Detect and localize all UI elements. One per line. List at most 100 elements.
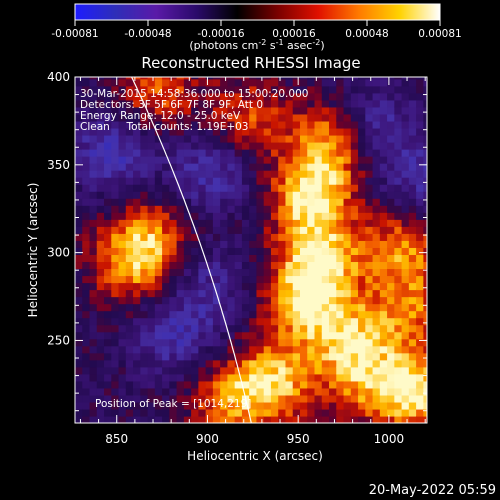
heatmap-cell [241,310,250,319]
heatmap-cell [358,141,366,150]
heatmap-cell [350,205,359,213]
heatmap-cell [401,191,410,199]
heatmap-cell [387,331,395,340]
heatmap-cell [176,184,185,192]
heatmap-cell [387,247,395,255]
heatmap-cell [343,394,352,403]
heatmap-cell [423,331,427,340]
heatmap-cell [314,149,323,157]
heatmap-cell [82,415,91,423]
heatmap-cell [89,120,98,129]
heatmap-cell [104,324,112,333]
heatmap-cell [241,85,250,94]
heatmap-cell [329,141,337,150]
heatmap-cell [343,77,352,80]
heatmap-cell [379,149,388,157]
heatmap-cell [234,106,243,115]
heatmap-cell [176,408,185,417]
heatmap-cell [154,387,163,396]
heatmap-cell [321,85,330,94]
heatmap-cell [133,415,141,423]
heatmap-cell [75,310,83,319]
heatmap-cell [358,394,366,403]
heatmap-cell [336,127,345,136]
heatmap-cell [292,226,301,234]
heatmap-cell [285,310,294,319]
heatmap-cell [329,170,337,178]
heatmap-cell [89,92,98,101]
heatmap-cell [263,366,272,375]
heatmap-cell [198,275,207,284]
heatmap-cell [256,177,265,185]
heatmap-cell [307,163,316,171]
heatmap-cell [162,240,170,248]
heatmap-cell [379,254,388,263]
heatmap-cell [227,134,236,143]
heatmap-cell [343,380,352,389]
heatmap-cell [96,380,105,389]
heatmap-cell [191,163,199,171]
heatmap-cell [387,77,395,80]
heatmap-cell [220,373,229,382]
heatmap-cell [89,127,98,136]
heatmap-cell [104,387,112,396]
heatmap-cell [336,380,345,389]
heatmap-cell [307,127,316,136]
heatmap-cell [162,338,170,347]
heatmap-cell [270,184,279,192]
heatmap-cell [336,78,345,87]
heatmap-cell [147,261,156,270]
heatmap-cell [234,233,243,241]
heatmap-cell [162,198,170,206]
heatmap-cell [220,141,229,150]
heatmap-cell [176,127,185,136]
heatmap-cell [82,99,91,108]
heatmap-cell [401,113,410,122]
heatmap-cell [241,99,250,108]
heatmap-cell [329,106,337,115]
heatmap-cell [278,113,287,122]
heatmap-cell [350,141,359,150]
heatmap-cell [227,303,236,312]
heatmap-cell [89,268,98,277]
heatmap-cell [212,373,221,382]
heatmap-cell [104,394,112,403]
heatmap-cell [125,289,134,298]
heatmap-cell [82,156,91,164]
heatmap-cell [387,303,395,312]
heatmap-cell [212,198,221,206]
heatmap-cell [162,289,170,298]
heatmap-cell [249,380,258,389]
heatmap-cell [416,296,424,305]
heatmap-cell [227,240,236,248]
heatmap-cell [133,352,141,361]
heatmap-cell [358,170,366,178]
heatmap-cell [329,282,337,291]
heatmap-cell [292,233,301,241]
heatmap-cell [183,198,192,206]
heatmap-cell [263,163,272,171]
heatmap-cell [96,275,105,284]
heatmap-cell [133,373,141,382]
heatmap-cell [343,373,352,382]
heatmap-cell [358,113,366,122]
heatmap-cell [212,184,221,192]
heatmap-cell [75,240,83,248]
heatmap-cell [82,254,91,263]
heatmap-cell [96,92,105,101]
heatmap-cell [191,380,199,389]
heatmap-cell [227,177,236,185]
heatmap-cell [307,289,316,298]
heatmap-cell [234,92,243,101]
heatmap-cell [82,275,91,284]
heatmap-cell [249,275,258,284]
heatmap-cell [321,120,330,129]
heatmap-cell [227,92,236,101]
heatmap-cell [162,77,170,80]
heatmap-cell [227,394,236,403]
heatmap-cell [285,233,294,241]
heatmap-cell [154,352,163,361]
heatmap-cell [343,268,352,277]
heatmap-cell [256,113,265,122]
heatmap-cell [118,113,127,122]
